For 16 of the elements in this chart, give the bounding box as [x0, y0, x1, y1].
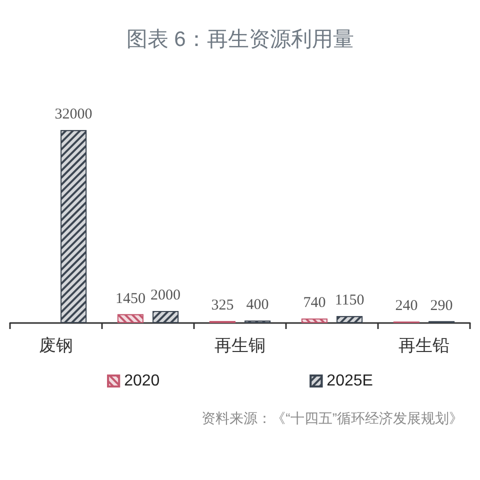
legend-label: 2025E	[326, 372, 373, 390]
data-label: 290	[430, 298, 453, 314]
text: 资料来源：《“十四五”循环经济发展规划》	[202, 410, 464, 426]
data-label: 240	[395, 298, 418, 314]
x-tick-label: 废钢	[39, 336, 73, 355]
data-label: 1150	[334, 292, 364, 309]
data-label: 2000	[150, 287, 181, 304]
data-label: 325	[211, 298, 234, 314]
data-label: 1450	[115, 290, 146, 307]
x-tick-label: 再生铜	[214, 336, 266, 355]
data-label: 740	[303, 295, 326, 312]
x-tick-label: 再生铅	[398, 336, 450, 355]
data-label: 400	[246, 297, 269, 314]
legend-label: 2020	[124, 372, 160, 390]
chart-title: 图表 6：再生资源利用量	[126, 28, 354, 51]
data-label: 32000	[54, 106, 92, 123]
